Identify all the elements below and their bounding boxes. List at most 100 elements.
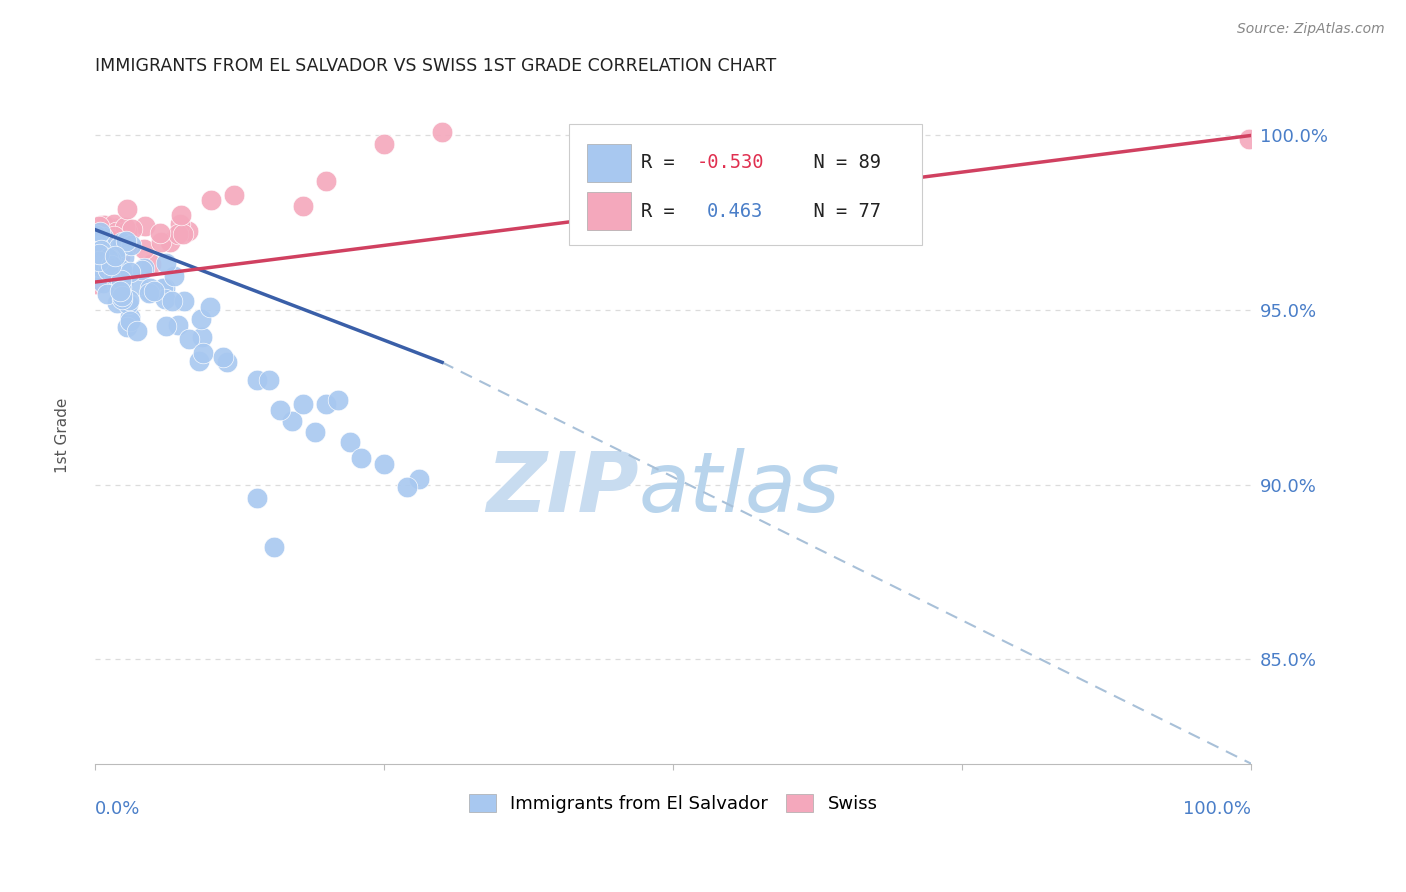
Point bbox=[105, 295, 128, 310]
Point bbox=[408, 472, 430, 486]
Point bbox=[190, 312, 212, 326]
Point bbox=[120, 237, 142, 252]
Text: IMMIGRANTS FROM EL SALVADOR VS SWISS 1ST GRADE CORRELATION CHART: IMMIGRANTS FROM EL SALVADOR VS SWISS 1ST… bbox=[96, 57, 776, 75]
Point bbox=[292, 397, 315, 411]
Point bbox=[118, 293, 141, 308]
Point bbox=[159, 235, 181, 249]
Point bbox=[89, 260, 111, 274]
Point bbox=[127, 324, 149, 338]
Point bbox=[167, 227, 190, 242]
Point bbox=[132, 261, 155, 276]
Point bbox=[105, 277, 128, 291]
Point bbox=[163, 268, 186, 283]
Point bbox=[131, 263, 153, 277]
Point bbox=[115, 224, 138, 238]
Point bbox=[246, 491, 269, 506]
Point bbox=[326, 393, 349, 408]
Point bbox=[98, 251, 121, 265]
Point bbox=[217, 355, 239, 369]
Point bbox=[132, 243, 155, 257]
Point bbox=[87, 253, 110, 268]
Point bbox=[127, 277, 149, 292]
Point bbox=[84, 244, 107, 258]
Point bbox=[103, 229, 125, 244]
Point bbox=[118, 310, 141, 324]
Point bbox=[89, 253, 111, 268]
Point bbox=[111, 263, 134, 277]
Point bbox=[98, 248, 121, 262]
Point bbox=[112, 272, 135, 286]
Point bbox=[339, 434, 361, 449]
Point bbox=[105, 268, 128, 282]
Point bbox=[179, 332, 201, 346]
Point bbox=[93, 219, 115, 234]
Point bbox=[86, 235, 108, 250]
Point bbox=[292, 199, 315, 213]
Point bbox=[246, 373, 269, 387]
Point bbox=[160, 294, 183, 309]
Point bbox=[149, 226, 172, 240]
Point bbox=[108, 284, 131, 298]
Point bbox=[91, 240, 114, 254]
Point bbox=[86, 235, 108, 250]
Point bbox=[84, 227, 107, 242]
Point bbox=[118, 265, 141, 279]
Point bbox=[104, 237, 127, 252]
Point bbox=[110, 272, 132, 286]
Point bbox=[111, 293, 134, 307]
Point bbox=[110, 240, 132, 254]
Point bbox=[191, 346, 214, 360]
Point bbox=[111, 289, 134, 303]
Point bbox=[97, 251, 120, 265]
Text: ZIP: ZIP bbox=[486, 448, 638, 529]
Point bbox=[110, 224, 132, 238]
Text: N = 77: N = 77 bbox=[792, 202, 882, 220]
Point bbox=[96, 219, 118, 234]
Text: -0.530: -0.530 bbox=[696, 153, 763, 172]
Point bbox=[98, 234, 121, 248]
Point bbox=[90, 218, 112, 232]
Point bbox=[84, 277, 107, 291]
Point bbox=[110, 280, 132, 294]
Point bbox=[101, 237, 124, 252]
FancyBboxPatch shape bbox=[569, 124, 922, 245]
Point bbox=[89, 225, 111, 239]
Point bbox=[373, 136, 395, 151]
Legend: Immigrants from El Salvador, Swiss: Immigrants from El Salvador, Swiss bbox=[461, 787, 884, 821]
Point bbox=[118, 314, 141, 328]
Point bbox=[87, 253, 110, 268]
Point bbox=[89, 235, 111, 249]
Point bbox=[96, 239, 118, 253]
Point bbox=[304, 425, 326, 439]
Point bbox=[104, 225, 127, 239]
Point bbox=[103, 267, 125, 281]
Point bbox=[107, 240, 129, 254]
Point bbox=[141, 257, 163, 271]
Point bbox=[104, 244, 127, 258]
Point bbox=[200, 194, 222, 208]
Point bbox=[112, 251, 135, 265]
Point bbox=[430, 125, 453, 139]
Point bbox=[107, 259, 129, 273]
Text: 0.463: 0.463 bbox=[707, 202, 763, 220]
Point bbox=[115, 320, 138, 334]
Point bbox=[87, 245, 110, 260]
Point bbox=[89, 225, 111, 239]
Point bbox=[108, 249, 131, 263]
Point bbox=[96, 220, 118, 235]
Point bbox=[173, 294, 195, 309]
Point bbox=[87, 219, 110, 233]
Point bbox=[139, 281, 162, 295]
Point bbox=[104, 221, 127, 235]
Point bbox=[101, 236, 124, 251]
Point bbox=[152, 280, 174, 294]
Point bbox=[114, 219, 136, 234]
Point bbox=[100, 258, 122, 272]
Point bbox=[350, 451, 373, 466]
Text: R =: R = bbox=[641, 153, 686, 172]
Point bbox=[150, 235, 173, 249]
Point bbox=[90, 250, 112, 264]
Point bbox=[84, 230, 107, 244]
Point bbox=[87, 230, 110, 244]
Point bbox=[269, 403, 291, 417]
